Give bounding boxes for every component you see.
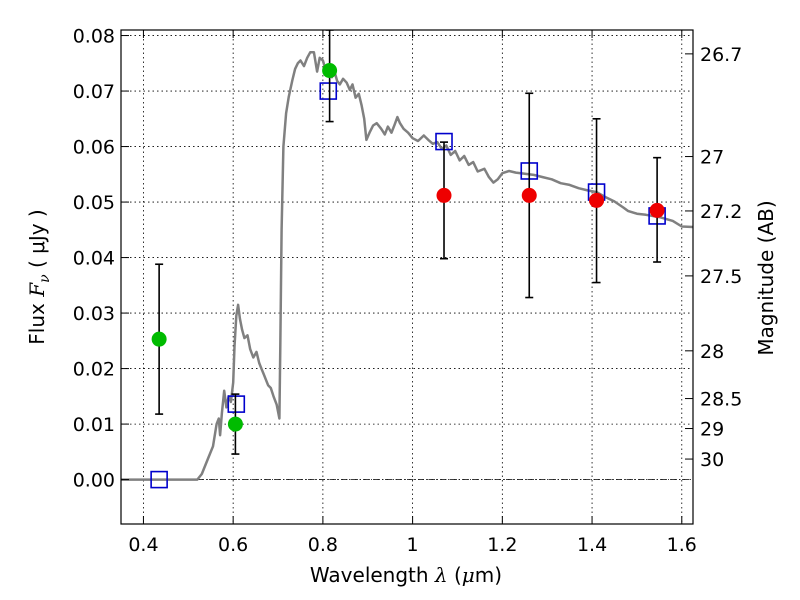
x-axis-label-unit-open: ( xyxy=(448,563,462,587)
y2-tick-label: 26.7 xyxy=(700,44,742,66)
red-data-point xyxy=(589,192,605,208)
red-data-point xyxy=(521,187,537,203)
y-axis-label: Flux Fν ( μJy ) xyxy=(25,209,53,344)
y2-tick-label: 27 xyxy=(700,147,724,169)
y2-axis-label: Magnitude (AB) xyxy=(754,200,778,355)
x-axis-label-unit-mu: μ xyxy=(462,563,475,587)
y-tick-label: 0.02 xyxy=(73,359,115,381)
x-tick-label: 1.4 xyxy=(577,534,607,556)
y-tick-label: 0.00 xyxy=(73,470,115,492)
x-axis-label: Wavelength λ (μm) xyxy=(310,563,502,587)
red-data-point xyxy=(436,187,452,203)
y-axis-label-text: Flux xyxy=(25,297,49,345)
x-tick-label: 1.6 xyxy=(667,534,697,556)
y2-tick-label: 27.2 xyxy=(700,201,742,223)
x-axis-label-symbol: λ xyxy=(434,563,448,587)
plot-frame xyxy=(120,29,694,525)
y-axis-label-symbol: F xyxy=(25,282,49,298)
model-square-marker xyxy=(227,395,246,413)
y2-tick-label: 28.5 xyxy=(700,389,742,411)
model-square-marker xyxy=(150,470,168,489)
y2-tick-label: 27.5 xyxy=(700,266,742,288)
plot-area xyxy=(121,30,693,489)
y2-tick-label: 29 xyxy=(700,419,724,441)
x-tick-label: 0.4 xyxy=(128,534,158,556)
y-axis-label-unit: ( μJy ) xyxy=(25,209,49,274)
x-tick-label: 1.2 xyxy=(487,534,517,556)
x-axis-label-unit-rest: m) xyxy=(475,563,502,587)
axis-labels: 0.4 0.6 0.8 1 1.2 1.4 1.6 0.00 0.01 0.02 0.03 0.04 0… xyxy=(25,26,778,587)
y-tick-label: 0.05 xyxy=(73,192,115,214)
x-tick-label: 0.6 xyxy=(218,534,248,556)
green-data-point xyxy=(227,416,243,432)
y2-axis-label-group: Magnitude (AB) xyxy=(754,200,778,355)
x-axis-label-text: Wavelength xyxy=(310,563,435,587)
red-data-point xyxy=(649,202,665,218)
y2-tick-label: 28 xyxy=(700,341,724,363)
y2-tick-label: 30 xyxy=(700,449,724,471)
y-tick-label: 0.06 xyxy=(73,137,115,159)
y-tick-label: 0.04 xyxy=(73,248,115,270)
green-data-point xyxy=(151,331,167,347)
grid-lines xyxy=(121,30,693,524)
y-axis-label-group: Flux Fν ( μJy ) xyxy=(25,209,53,344)
x-tick-label: 0.8 xyxy=(308,534,338,556)
y-axis-label-subscript: ν xyxy=(37,274,53,283)
y-tick-label: 0.08 xyxy=(73,26,115,48)
axis-ticks xyxy=(121,30,693,524)
y-tick-label: 0.01 xyxy=(73,414,115,436)
model-spectrum-line xyxy=(121,50,693,481)
model-square-marker xyxy=(319,82,338,100)
x-tick-label: 1 xyxy=(407,534,419,556)
y-tick-label: 0.03 xyxy=(73,303,115,325)
y-tick-label: 0.07 xyxy=(73,81,115,103)
green-data-point xyxy=(322,63,338,79)
